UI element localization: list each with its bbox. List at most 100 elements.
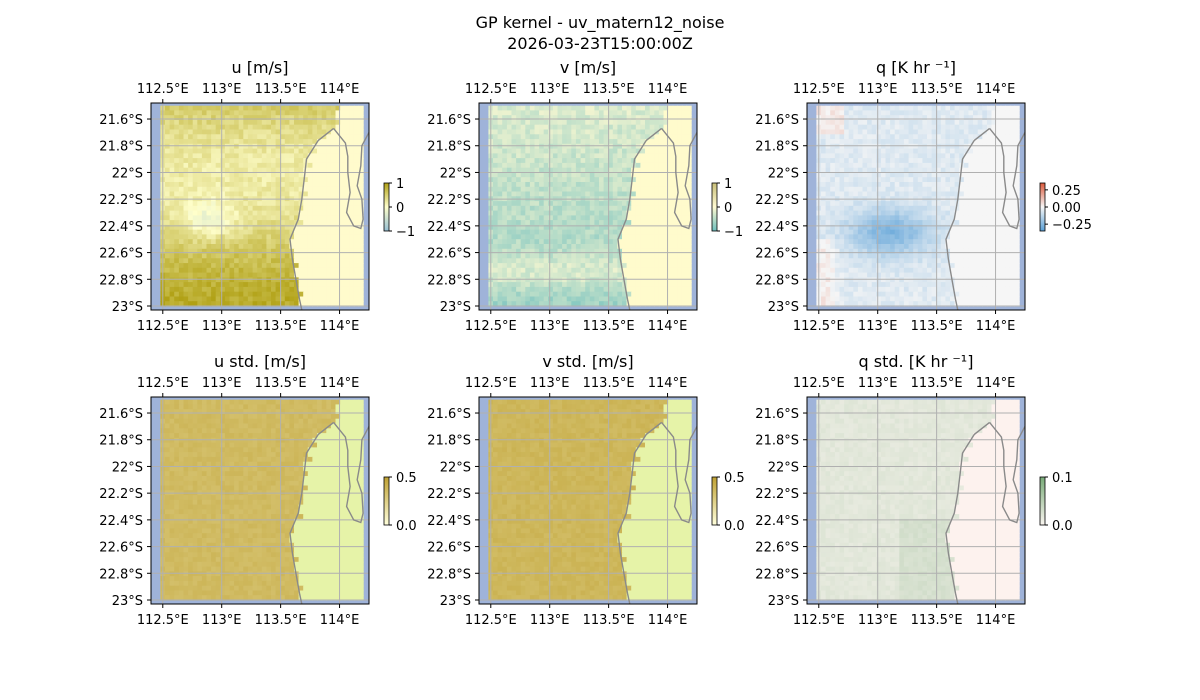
heatmap-cell bbox=[188, 258, 194, 264]
heatmap-cell bbox=[913, 215, 919, 221]
heatmap-cell bbox=[589, 110, 595, 116]
heatmap-cell bbox=[312, 124, 318, 131]
heatmap-cell bbox=[307, 267, 313, 274]
heatmap-cell bbox=[169, 153, 175, 159]
heatmap-cell bbox=[520, 215, 526, 221]
heatmap-cell bbox=[317, 172, 323, 178]
heatmap-cell bbox=[353, 286, 360, 293]
heatmap-cell bbox=[206, 139, 212, 145]
heatmap-cell bbox=[261, 110, 267, 116]
heatmap-cell bbox=[844, 210, 850, 216]
heatmap-cell bbox=[201, 267, 208, 274]
heatmap-cell bbox=[631, 205, 637, 212]
heatmap-cell bbox=[307, 272, 313, 278]
heatmap-cell bbox=[169, 162, 175, 169]
heatmap-cell bbox=[502, 277, 508, 283]
heatmap-cell bbox=[977, 134, 983, 140]
heatmap-cell bbox=[954, 105, 960, 112]
heatmap-cell bbox=[238, 177, 244, 183]
heatmap-cell bbox=[825, 201, 831, 207]
heatmap-cell bbox=[681, 186, 688, 193]
heatmap-cell bbox=[188, 296, 194, 302]
heatmap-cell bbox=[326, 215, 332, 221]
heatmap-cell bbox=[821, 162, 827, 169]
heatmap-cell bbox=[821, 186, 827, 193]
heatmap-cell bbox=[848, 167, 854, 174]
heatmap-cell bbox=[211, 201, 217, 207]
heatmap-cell bbox=[954, 229, 960, 236]
heatmap-cell bbox=[645, 134, 651, 140]
heatmap-cell bbox=[903, 124, 910, 131]
heatmap-cell bbox=[557, 134, 563, 140]
heatmap-cell bbox=[206, 172, 212, 178]
heatmap-cell bbox=[211, 191, 217, 197]
heatmap-cell bbox=[174, 282, 180, 288]
heatmap-cell bbox=[344, 139, 350, 145]
heatmap-cell bbox=[206, 186, 212, 193]
heatmap-cell bbox=[215, 110, 221, 116]
heatmap-cell bbox=[626, 153, 632, 159]
heatmap-cell bbox=[243, 120, 249, 126]
heatmap-cell bbox=[340, 205, 346, 212]
heatmap-cell bbox=[922, 134, 928, 140]
heatmap-cell bbox=[516, 248, 522, 255]
heatmap-cell bbox=[220, 153, 226, 159]
heatmap-cell bbox=[825, 172, 831, 178]
heatmap-cell bbox=[174, 296, 180, 302]
heatmap-cell bbox=[566, 286, 572, 293]
heatmap-cell bbox=[321, 124, 327, 131]
heatmap-cell bbox=[280, 286, 286, 293]
heatmap-cell bbox=[224, 301, 231, 307]
heatmap-cell bbox=[672, 229, 678, 236]
heatmap-cell bbox=[326, 244, 332, 250]
heatmap-cell bbox=[899, 134, 905, 140]
heatmap-cell bbox=[1009, 153, 1016, 159]
heatmap-cell bbox=[580, 286, 586, 293]
heatmap-cell bbox=[908, 186, 914, 193]
heatmap-cell bbox=[321, 239, 327, 245]
heatmap-cell bbox=[631, 186, 637, 193]
heatmap-cell bbox=[996, 139, 1002, 145]
heatmap-cell bbox=[506, 120, 513, 126]
heatmap-cell bbox=[1005, 143, 1011, 150]
heatmap-cell bbox=[839, 158, 845, 164]
heatmap-cell bbox=[589, 263, 595, 269]
heatmap-cell bbox=[580, 129, 586, 135]
heatmap-cell bbox=[294, 110, 300, 116]
heatmap-cell bbox=[165, 201, 171, 207]
heatmap-cell bbox=[585, 272, 591, 278]
heatmap-cell bbox=[178, 244, 185, 250]
heatmap-cell bbox=[238, 143, 244, 150]
heatmap-cell bbox=[238, 110, 244, 116]
heatmap-cell bbox=[349, 253, 355, 259]
heatmap-cell bbox=[520, 205, 526, 212]
heatmap-cell bbox=[335, 162, 341, 169]
heatmap-cell bbox=[520, 244, 526, 250]
heatmap-cell bbox=[575, 272, 582, 278]
heatmap-cell bbox=[358, 201, 364, 207]
heatmap-cell bbox=[178, 186, 185, 193]
heatmap-cell bbox=[298, 253, 304, 259]
heatmap-cell bbox=[580, 263, 586, 269]
heatmap-cell bbox=[635, 158, 641, 164]
heatmap-cell bbox=[649, 205, 655, 212]
heatmap-cell bbox=[266, 110, 272, 116]
heatmap-cell bbox=[617, 124, 623, 131]
heatmap-cell bbox=[326, 143, 332, 150]
heatmap-cell bbox=[201, 277, 208, 283]
heatmap-cell bbox=[234, 124, 240, 131]
heatmap-cell bbox=[525, 129, 531, 135]
heatmap-cell bbox=[165, 158, 171, 164]
heatmap-cell bbox=[497, 291, 503, 298]
heatmap-cell bbox=[197, 129, 203, 135]
heatmap-cell bbox=[502, 291, 508, 298]
heatmap-cell bbox=[575, 210, 582, 216]
heatmap-cell bbox=[668, 182, 674, 188]
heatmap-cell bbox=[940, 115, 946, 121]
heatmap-cell bbox=[349, 277, 355, 283]
heatmap-cell bbox=[165, 115, 171, 121]
heatmap-cell bbox=[585, 267, 591, 274]
heatmap-cell bbox=[848, 129, 854, 135]
heatmap-cell bbox=[247, 244, 254, 250]
heatmap-cell bbox=[344, 248, 350, 255]
